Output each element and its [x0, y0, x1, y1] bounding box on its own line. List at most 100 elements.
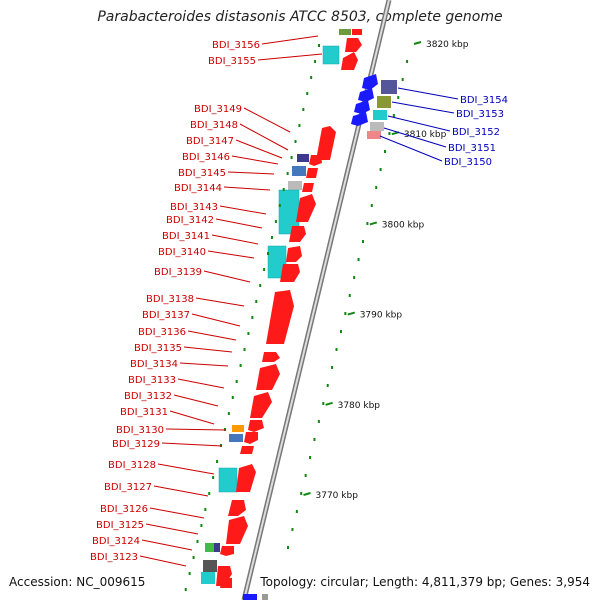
leader-line	[195, 297, 245, 307]
cds-bottom-blue	[243, 594, 257, 600]
gene-label-bdi-3139[interactable]: BDI_3139	[154, 267, 202, 278]
track-dot	[298, 124, 301, 127]
gene-label-bdi-3128[interactable]: BDI_3128	[108, 460, 156, 471]
cds-3132	[250, 392, 272, 418]
gene-label-bdi-3149[interactable]: BDI_3149	[194, 104, 242, 115]
cds-3149	[316, 126, 336, 160]
track-dot	[259, 284, 262, 287]
track-dot	[361, 240, 364, 243]
feat-3129	[229, 434, 243, 442]
scale-ticks: 3820 kbp 3810 kbp 3800 kbp 3790 kbp 3780 kbp…	[303, 40, 469, 501]
cds-3128	[236, 464, 256, 492]
feat-3130	[232, 425, 244, 432]
gene-label-bdi-3140[interactable]: BDI_3140	[158, 247, 206, 258]
track-dot	[196, 540, 199, 543]
track-dot	[231, 396, 234, 399]
forward-leaders: BDI_3156 BDI_3155 BDI_3149 BDI_3148 BDI_3147…	[90, 35, 323, 567]
scale-tick-label: 3790 kbp	[360, 311, 403, 321]
feat-3146	[297, 154, 309, 162]
gene-label-bdi-3147[interactable]: BDI_3147	[186, 136, 234, 147]
gene-label-bdi-3154[interactable]: BDI_3154	[460, 95, 508, 106]
gene-label-bdi-3129[interactable]: BDI_3129	[112, 439, 160, 450]
gene-label-bdi-3153[interactable]: BDI_3153	[456, 109, 504, 120]
cds-3143	[296, 194, 316, 222]
gene-label-bdi-3123[interactable]: BDI_3123	[90, 552, 138, 563]
gene-label-bdi-3146[interactable]: BDI_3146	[182, 152, 230, 163]
gene-label-bdi-3126[interactable]: BDI_3126	[100, 504, 148, 515]
gene-label-bdi-3134[interactable]: BDI_3134	[130, 359, 178, 370]
leader-line	[243, 107, 291, 133]
track-dot	[384, 150, 387, 153]
leader-line	[387, 115, 451, 132]
track-dot	[317, 420, 320, 423]
cds-3129	[240, 446, 254, 454]
leader-line	[173, 394, 219, 407]
rna-3155-a	[322, 45, 340, 65]
leader-line	[149, 507, 205, 519]
track-dot	[235, 380, 238, 383]
top-feature-red	[352, 29, 362, 35]
feat-3150	[367, 131, 381, 139]
gene-label-bdi-3151[interactable]: BDI_3151	[448, 143, 496, 154]
cds-3134	[256, 364, 280, 390]
track-dot	[255, 300, 258, 303]
leader-line	[231, 155, 279, 165]
track-dot	[326, 384, 329, 387]
gene-label-bdi-3150[interactable]: BDI_3150	[444, 157, 492, 168]
track-dot	[304, 474, 307, 477]
gene-label-bdi-3143[interactable]: BDI_3143	[170, 202, 218, 213]
gene-label-bdi-3136[interactable]: BDI_3136	[138, 327, 186, 338]
track-dot	[300, 492, 303, 495]
track-dot	[401, 78, 404, 81]
feat-3152	[373, 110, 387, 120]
gene-label-bdi-3137[interactable]: BDI_3137	[142, 310, 190, 321]
gene-label-bdi-3132[interactable]: BDI_3132	[124, 391, 172, 402]
gene-label-bdi-3131[interactable]: BDI_3131	[120, 407, 168, 418]
gene-label-bdi-3127[interactable]: BDI_3127	[104, 482, 152, 493]
track-dot	[379, 168, 382, 171]
leader-line	[235, 139, 283, 159]
track-dot	[208, 492, 211, 495]
feat-3153	[377, 96, 391, 108]
gene-label-bdi-3155[interactable]: BDI_3155	[208, 56, 256, 67]
leader-line	[223, 186, 271, 191]
track-dot	[318, 44, 320, 47]
cds-bottom-grey	[262, 594, 268, 600]
feat-3144	[288, 181, 302, 190]
track-dot	[388, 132, 391, 135]
track-dot	[397, 96, 400, 99]
reverse-leaders: BDI_3154 BDI_3153 BDI_3152 BDI_3151 BDI_3150	[379, 87, 508, 168]
gene-label-bdi-3138[interactable]: BDI_3138	[146, 294, 194, 305]
track-dot	[278, 204, 281, 207]
gene-label-bdi-3156[interactable]: BDI_3156	[212, 40, 260, 51]
gene-label-bdi-3152[interactable]: BDI_3152	[452, 127, 500, 138]
gene-label-bdi-3133[interactable]: BDI_3133	[128, 375, 176, 386]
gene-label-bdi-3125[interactable]: BDI_3125	[96, 520, 144, 531]
feat-3124-navy	[214, 543, 220, 552]
gene-label-bdi-3124[interactable]: BDI_3124	[92, 536, 140, 547]
scale-tick	[413, 41, 422, 45]
track-dot	[251, 316, 254, 319]
leader-line	[239, 123, 289, 151]
cds-3147	[309, 155, 322, 166]
track-dot	[287, 546, 290, 549]
scale-tick	[369, 221, 378, 226]
gene-label-bdi-3144[interactable]: BDI_3144	[174, 183, 222, 194]
gene-label-bdi-3135[interactable]: BDI_3135	[134, 343, 182, 354]
track-dot	[302, 108, 305, 111]
cds-3154-a	[362, 74, 378, 90]
track-dot	[247, 332, 250, 335]
feat-3151	[370, 122, 384, 131]
gene-label-bdi-3142[interactable]: BDI_3142	[166, 215, 214, 226]
track-dot	[270, 236, 273, 239]
feat-3154	[381, 80, 397, 94]
gene-label-bdi-3141[interactable]: BDI_3141	[162, 231, 210, 242]
cds-3135	[262, 352, 280, 362]
track-dot	[282, 188, 285, 191]
track-dot	[291, 528, 294, 531]
gene-label-bdi-3145[interactable]: BDI_3145	[178, 168, 226, 179]
gene-label-bdi-3130[interactable]: BDI_3130	[116, 425, 164, 436]
track-dot	[295, 510, 298, 513]
gene-label-bdi-3148[interactable]: BDI_3148	[190, 120, 238, 131]
track-dot	[188, 572, 191, 575]
